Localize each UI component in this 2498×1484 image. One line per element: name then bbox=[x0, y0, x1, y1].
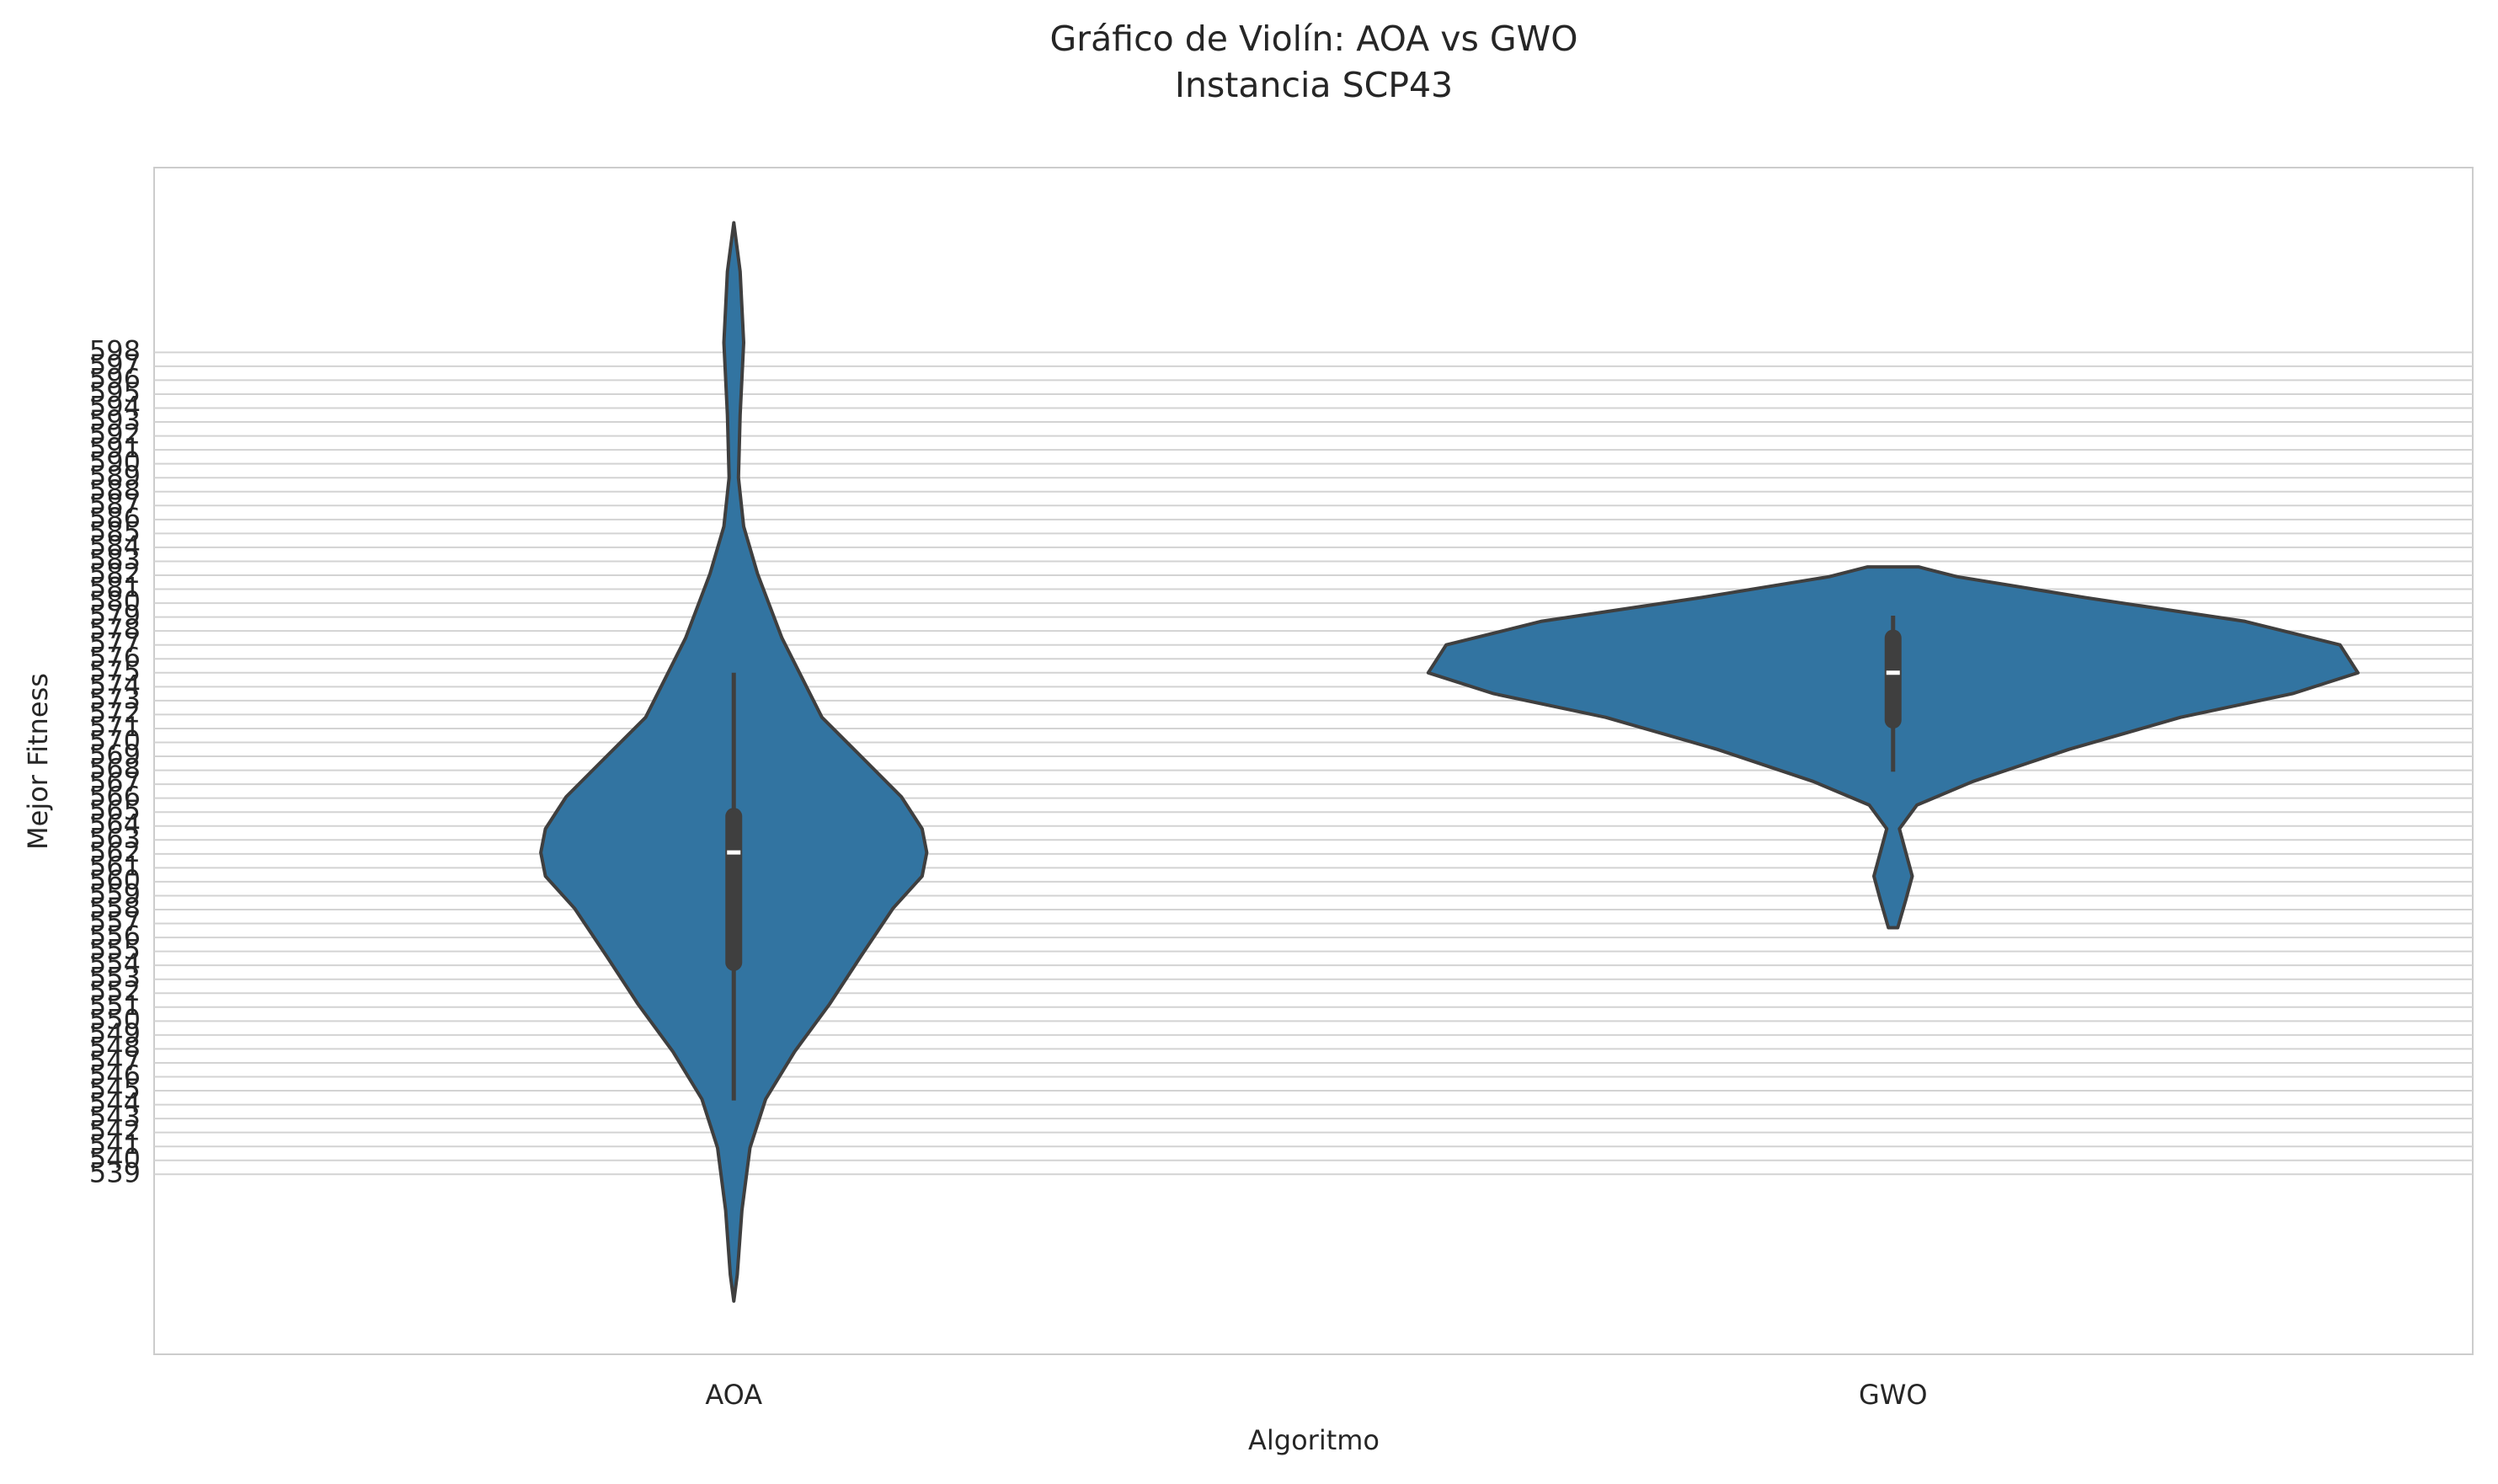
y-tick-label: 564 bbox=[89, 809, 141, 841]
y-tick-label: 549 bbox=[89, 1017, 141, 1049]
y-tick-label: 554 bbox=[89, 948, 141, 980]
y-tick-label: 542 bbox=[89, 1115, 141, 1147]
y-tick-label: 580 bbox=[89, 585, 141, 617]
y-tick-label: 569 bbox=[89, 739, 141, 771]
chart-title: Gráfico de Violín: AOA vs GWO bbox=[1050, 19, 1578, 59]
y-tick-label: 590 bbox=[89, 446, 141, 478]
y-tick-label: 598 bbox=[89, 334, 141, 366]
y-tick-label: 597 bbox=[89, 349, 141, 381]
y-tick-label: 539 bbox=[89, 1156, 141, 1188]
y-tick-label: 595 bbox=[89, 376, 141, 408]
y-tick-label: 592 bbox=[89, 419, 141, 451]
y-tick-label: 573 bbox=[89, 683, 141, 715]
y-tick-label: 571 bbox=[89, 711, 141, 743]
y-tick-label: 568 bbox=[89, 753, 141, 785]
y-tick-label: 594 bbox=[89, 391, 141, 423]
y-tick-label: 550 bbox=[89, 1003, 141, 1035]
y-tick-label: 589 bbox=[89, 460, 141, 492]
y-tick-label: 560 bbox=[89, 864, 141, 896]
y-tick-label: 576 bbox=[89, 641, 141, 673]
y-tick-label: 541 bbox=[89, 1129, 141, 1161]
y-tick-label: 559 bbox=[89, 878, 141, 910]
y-tick-label: 578 bbox=[89, 613, 141, 645]
x-tick-label: AOA bbox=[705, 1379, 762, 1411]
y-tick-label: 591 bbox=[89, 432, 141, 464]
y-tick-label: 557 bbox=[89, 906, 141, 938]
y-tick-label: 545 bbox=[89, 1073, 141, 1105]
y-tick-label: 588 bbox=[89, 474, 141, 506]
y-tick-label: 558 bbox=[89, 892, 141, 924]
y-tick-label: 552 bbox=[89, 975, 141, 1007]
x-axis-label: Algoritmo bbox=[1248, 1424, 1380, 1456]
y-tick-label: 566 bbox=[89, 781, 141, 813]
y-tick-label: 586 bbox=[89, 502, 141, 534]
y-tick-label: 583 bbox=[89, 543, 141, 575]
y-tick-label: 570 bbox=[89, 724, 141, 756]
y-tick-label: 577 bbox=[89, 627, 141, 659]
y-tick-label: 565 bbox=[89, 794, 141, 826]
y-tick-label: 544 bbox=[89, 1087, 141, 1119]
y-tick-label: 546 bbox=[89, 1059, 141, 1091]
y-tick-label: 585 bbox=[89, 515, 141, 547]
y-tick-label: 553 bbox=[89, 962, 141, 994]
y-tick-label: 551 bbox=[89, 990, 141, 1022]
y-tick-label: 584 bbox=[89, 530, 141, 562]
y-tick-label: 587 bbox=[89, 488, 141, 520]
y-tick-label: 556 bbox=[89, 920, 141, 952]
plot-area bbox=[153, 167, 2474, 1355]
y-tick-label: 581 bbox=[89, 572, 141, 604]
y-tick-label: 579 bbox=[89, 600, 141, 632]
y-tick-label: 547 bbox=[89, 1045, 141, 1077]
y-tick-label: 575 bbox=[89, 655, 141, 687]
y-tick-label: 574 bbox=[89, 669, 141, 701]
y-tick-label: 596 bbox=[89, 362, 141, 394]
y-tick-label: 567 bbox=[89, 766, 141, 798]
y-tick-label: 593 bbox=[89, 404, 141, 436]
y-tick-label: 548 bbox=[89, 1031, 141, 1063]
chart-subtitle: Instancia SCP43 bbox=[1175, 65, 1453, 105]
y-tick-label: 543 bbox=[89, 1101, 141, 1133]
x-tick-label: GWO bbox=[1859, 1379, 1928, 1411]
y-tick-label: 563 bbox=[89, 822, 141, 854]
y-tick-label: 562 bbox=[89, 836, 141, 868]
y-tick-label: 572 bbox=[89, 697, 141, 729]
y-axis-label: Mejor Fitness bbox=[22, 673, 54, 850]
y-tick-label: 561 bbox=[89, 850, 141, 882]
y-tick-label: 582 bbox=[89, 558, 141, 590]
y-tick-label: 555 bbox=[89, 934, 141, 966]
y-tick-label: 540 bbox=[89, 1143, 141, 1175]
